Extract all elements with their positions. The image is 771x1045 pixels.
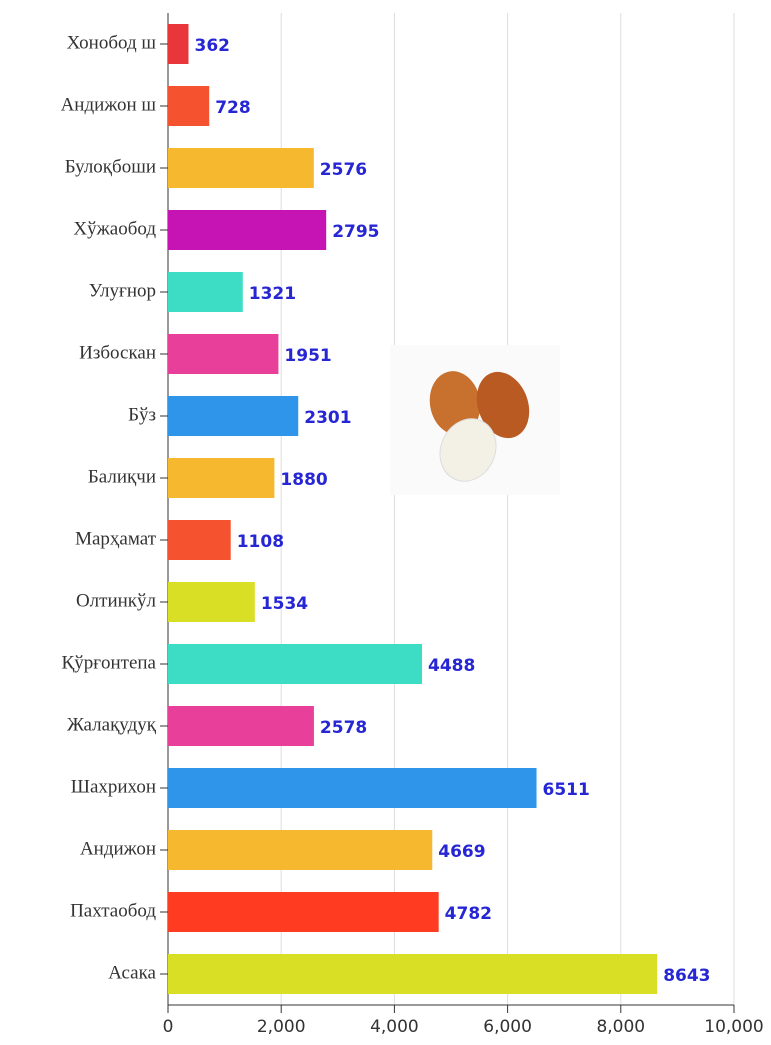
- bar: [168, 706, 314, 746]
- value-label: 2576: [320, 160, 367, 180]
- value-label: 1534: [261, 594, 308, 614]
- value-label: 1321: [249, 284, 296, 304]
- x-tick-label: 8,000: [596, 1017, 645, 1037]
- value-label: 4669: [438, 842, 485, 862]
- y-tick-label: Булоқбоши: [65, 156, 156, 177]
- bar: [168, 334, 279, 374]
- value-label: 728: [215, 98, 251, 118]
- value-label: 2795: [332, 222, 379, 242]
- value-label: 4488: [428, 656, 475, 676]
- value-label: 2301: [304, 408, 351, 428]
- bar: [168, 396, 299, 436]
- y-tick-label: Избоскан: [79, 342, 156, 363]
- bar: [168, 520, 231, 560]
- x-tick-label: 4,000: [370, 1017, 419, 1037]
- bar: [168, 458, 275, 498]
- y-tick-label: Жалақудуқ: [67, 714, 157, 735]
- bar: [168, 768, 537, 808]
- y-tick-label: Олтинкўл: [76, 590, 157, 611]
- value-label: 1951: [284, 346, 331, 366]
- bar: [168, 210, 327, 250]
- y-tick-label: Балиқчи: [88, 466, 156, 487]
- y-tick-label: Асака: [108, 962, 156, 983]
- y-tick-label: Шахрихон: [71, 776, 156, 797]
- value-label: 1108: [237, 532, 284, 552]
- value-label: 2578: [320, 718, 367, 738]
- y-tick-label: Хўжаобод: [73, 218, 156, 239]
- value-label: 362: [194, 36, 230, 56]
- bar: [168, 272, 243, 312]
- y-tick-label: Марҳамат: [75, 528, 157, 549]
- y-tick-label: Бўз: [128, 404, 156, 425]
- bar: [168, 830, 433, 870]
- bar: [168, 892, 439, 932]
- value-label: 1880: [280, 470, 327, 490]
- y-tick-label: Андижон ш: [61, 94, 157, 115]
- bar: [168, 582, 255, 622]
- y-tick-label: Қўрғонтепа: [62, 652, 157, 673]
- x-tick-label: 0: [163, 1017, 174, 1037]
- bar: [168, 644, 423, 684]
- y-tick-label: Пахтаобод: [70, 900, 156, 921]
- x-tick-label: 6,000: [483, 1017, 532, 1037]
- value-label: 8643: [663, 966, 710, 986]
- bar: [168, 24, 189, 64]
- bar: [168, 954, 658, 994]
- bar: [168, 148, 314, 188]
- egg-image: [390, 345, 560, 495]
- y-tick-label: Хонобод ш: [67, 32, 157, 53]
- x-tick-label: 10,000: [704, 1017, 763, 1037]
- y-tick-label: Андижон: [80, 838, 156, 859]
- bar: [168, 86, 210, 126]
- value-label: 4782: [445, 904, 492, 924]
- y-tick-label: Улуғнор: [89, 280, 156, 301]
- value-label: 6511: [543, 780, 590, 800]
- x-tick-label: 2,000: [257, 1017, 306, 1037]
